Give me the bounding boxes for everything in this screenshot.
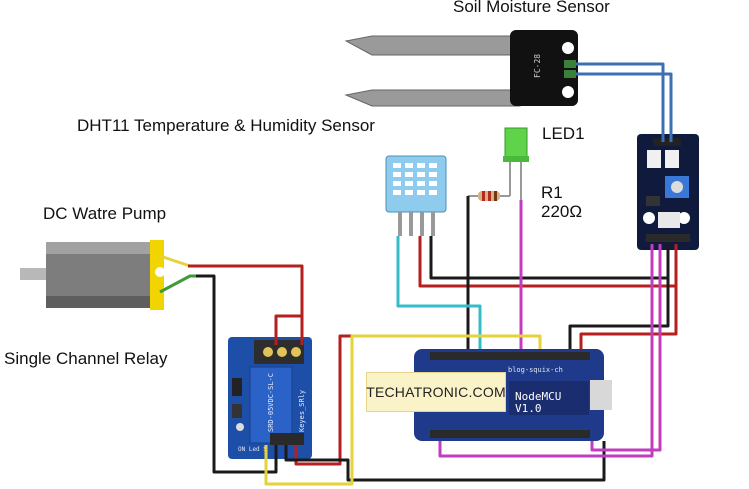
led-label: LED1: [542, 124, 585, 143]
wire-yellow-relay: [264, 334, 542, 486]
board-name-line2: V1.0: [515, 402, 542, 415]
wires: [159, 62, 678, 486]
relay-brand-label: Keyes_SRly: [298, 390, 306, 432]
wire-cyan-dht: [396, 236, 482, 349]
soil-sensor-module: [637, 134, 699, 250]
soil-sensor-label: Soil Moisture Sensor: [453, 0, 610, 16]
relay-header-label: ON Led S: [238, 446, 267, 453]
board-name-line1: NodeMCU: [515, 390, 561, 403]
wire-red-dht: [418, 236, 678, 288]
wire-red-relay: [274, 314, 302, 345]
resistor-r1: [468, 191, 510, 201]
wire-blue-2: [576, 72, 673, 142]
led-component: [503, 127, 529, 200]
pump-label: DC Watre Pump: [43, 204, 167, 223]
dht11-label: DHT11 Temperature & Humidity Sensor: [77, 116, 375, 135]
wire-black-relay: [284, 441, 606, 482]
watermark-badge: TECHATRONIC.COM: [366, 372, 506, 412]
probe-model-label: FC-28: [533, 54, 542, 78]
wire-red-pump: [188, 264, 304, 345]
board-url-label: blog-squix-ch: [508, 366, 563, 374]
resistor-value-label: 220Ω: [541, 202, 583, 221]
relay-label: Single Channel Relay: [4, 349, 168, 368]
wire-black-dht: [429, 236, 670, 280]
dc-water-pump: [20, 240, 165, 310]
wire-blue-1: [576, 62, 665, 142]
wire-magenta-sensor: [438, 244, 654, 458]
wire-magenta-sensor2: [590, 244, 662, 452]
wire-pump-yellow: [159, 254, 304, 342]
wire-black-pump: [196, 274, 278, 474]
soil-moisture-probe: FC-28: [344, 30, 578, 107]
wire-black-board: [568, 278, 670, 349]
resistor-name-label: R1: [541, 183, 563, 202]
wire-pump-green: [159, 274, 214, 294]
relay-model-label: SRD-05VDC-SL-C: [267, 373, 275, 432]
wire-red-board: [579, 286, 678, 349]
dht11-sensor: [385, 155, 447, 236]
relay-module: SRD-05VDC-SL-C Keyes_SRly ON Led S: [228, 337, 312, 459]
